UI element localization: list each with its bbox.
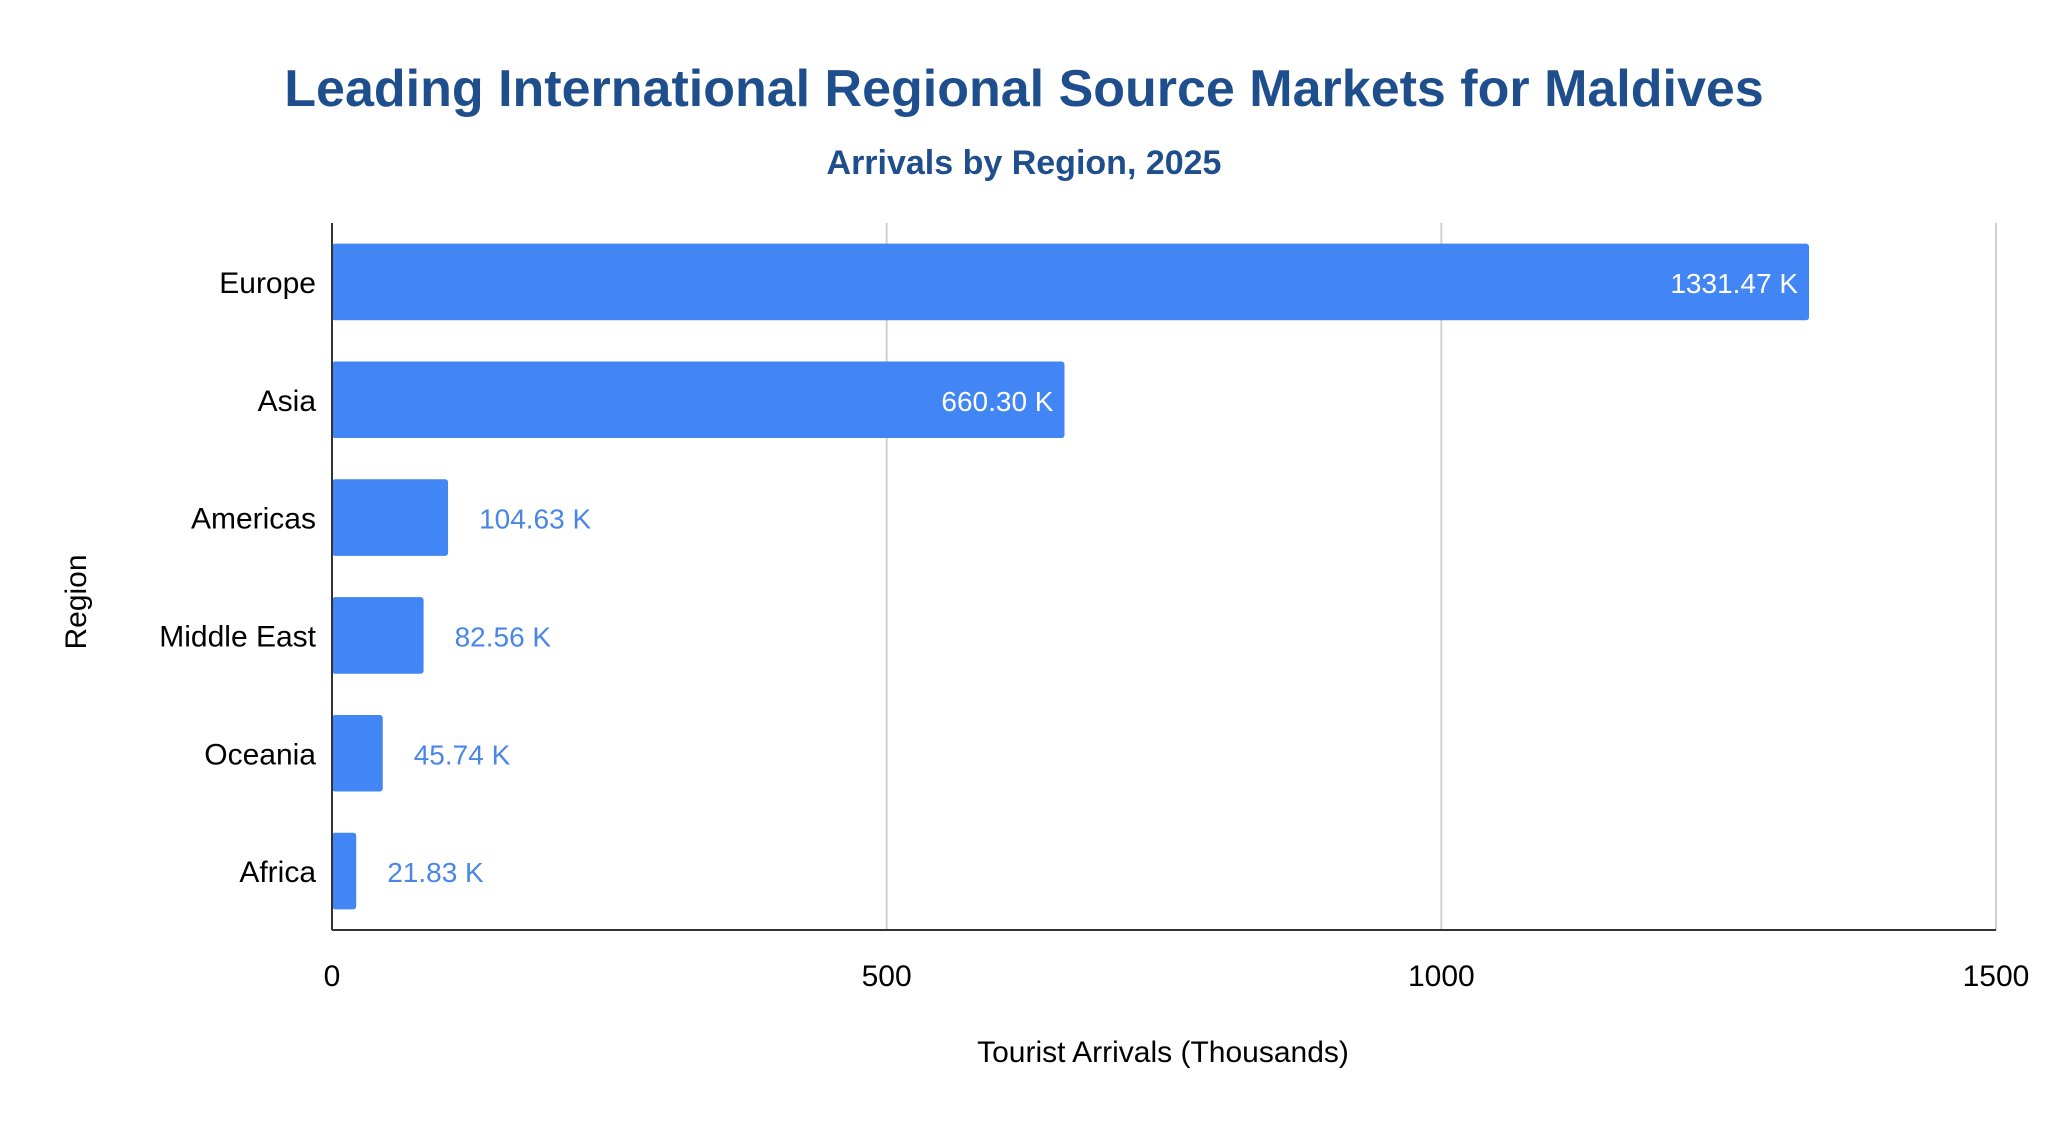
y-tick-label: Asia <box>258 385 317 418</box>
y-tick-labels: Europe Asia Americas Middle East Oceania Afri… <box>159 267 316 889</box>
x-tick-label: 500 <box>862 960 912 993</box>
bars <box>332 243 1810 910</box>
x-tick-label: 0 <box>324 960 341 993</box>
y-tick-label: Oceania <box>204 738 316 771</box>
bar <box>332 243 1810 321</box>
y-tick-label: Middle East <box>159 620 316 653</box>
data-label: 1331.47 K <box>1670 268 1798 299</box>
data-label: 104.63 K <box>479 504 591 535</box>
y-tick-label: Europe <box>219 267 316 300</box>
data-label: 45.74 K <box>414 739 511 770</box>
grid-lines <box>885 223 1997 930</box>
bar <box>332 361 1065 439</box>
x-tick-label: 1500 <box>1963 960 2030 993</box>
y-axis-label: Region <box>60 554 93 649</box>
x-axis-label: Tourist Arrivals (Thousands) <box>977 1036 1349 1069</box>
axes <box>331 223 1996 931</box>
data-label: 82.56 K <box>455 621 552 652</box>
bar <box>332 597 424 674</box>
y-tick-label: Americas <box>191 503 316 536</box>
data-label: 21.83 K <box>387 857 484 888</box>
x-tick-labels: 0 500 1000 1500 <box>324 960 2030 993</box>
chart-title: Leading International Regional Source Ma… <box>284 60 1763 118</box>
y-tick-label: Africa <box>239 856 316 889</box>
data-labels: 1331.47 K 660.30 K 104.63 K 82.56 K 45.74 K 2… <box>387 268 1798 888</box>
bar <box>332 714 383 792</box>
bar <box>332 832 357 910</box>
chart-subtitle: Arrivals by Region, 2025 <box>827 144 1222 182</box>
x-tick-label: 1000 <box>1408 960 1475 993</box>
data-label: 660.30 K <box>941 386 1053 417</box>
bar <box>332 479 449 556</box>
